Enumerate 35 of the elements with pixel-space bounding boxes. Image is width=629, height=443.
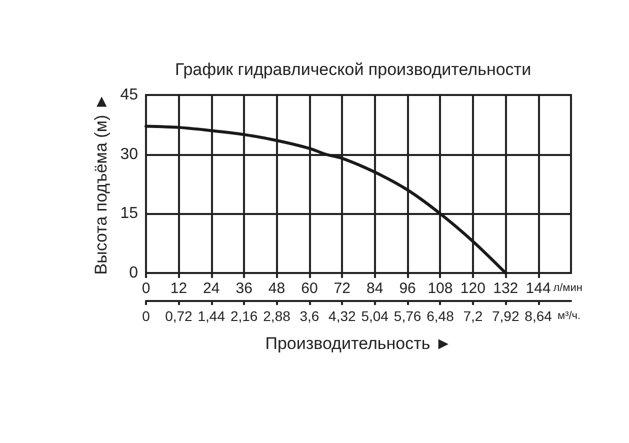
y-tick-label: 15 xyxy=(120,205,138,222)
x2-tick-label: 7,92 xyxy=(492,308,520,324)
x-tick-label: 108 xyxy=(428,280,453,297)
x2-tick-label: 4,32 xyxy=(328,308,356,324)
x2-tick-label: 2,88 xyxy=(263,308,291,324)
x-tick-label: 72 xyxy=(334,280,350,297)
x2-tick-label: 0,72 xyxy=(165,308,193,324)
x2-tick-label: 3,6 xyxy=(300,308,320,324)
y-tick-label: 0 xyxy=(129,264,138,282)
text: л/мин xyxy=(553,282,582,294)
x2-tick-label: 8,64 xyxy=(524,308,552,324)
y-tick-label: 30 xyxy=(120,146,138,163)
x2-tick-label: 5,76 xyxy=(394,308,422,324)
x-tick-label: 24 xyxy=(203,280,220,297)
x-tick-label: 60 xyxy=(301,280,318,297)
x-tick-label: 0 xyxy=(142,280,150,297)
x2-tick-label: 5,04 xyxy=(361,308,389,324)
x-tick-label: 120 xyxy=(460,280,486,297)
x-tick-label: 96 xyxy=(399,280,416,297)
x-tick-label: 84 xyxy=(366,280,384,297)
x2-tick-label: 1,44 xyxy=(198,308,226,324)
text: м³/ч. xyxy=(558,310,581,322)
chart-title: График гидравлической производительности xyxy=(174,60,532,79)
x-tick-label: 144 xyxy=(526,280,551,297)
y-tick-label: 45 xyxy=(120,86,138,104)
x-tick-label: 48 xyxy=(268,280,286,297)
x-tick-label: 12 xyxy=(170,280,188,297)
x-tick-label: 36 xyxy=(236,280,252,297)
x2-tick-label: 6,48 xyxy=(426,308,454,324)
x2-tick-label: 0 xyxy=(142,308,150,324)
x-axis-title: Производительность ► xyxy=(265,334,452,353)
y-axis-title: Высота подъёма (м) ► xyxy=(91,93,110,275)
x-tick-label: 132 xyxy=(493,280,518,297)
x2-tick-label: 7,2 xyxy=(463,308,483,324)
x2-tick-label: 2,16 xyxy=(230,308,258,324)
